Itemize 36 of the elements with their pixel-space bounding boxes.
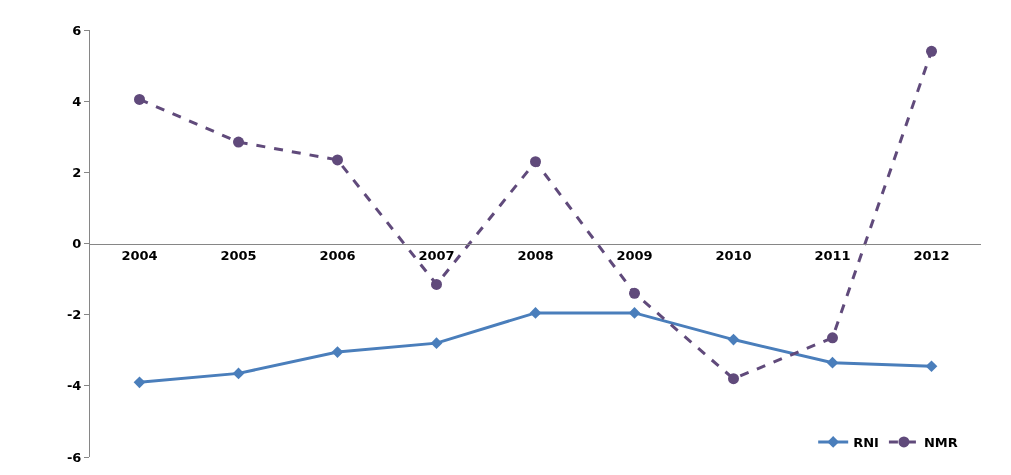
legend-label: RNI	[853, 435, 879, 451]
point	[134, 93, 145, 105]
point	[827, 332, 838, 344]
point	[233, 136, 244, 148]
point	[430, 337, 443, 349]
point	[530, 156, 541, 168]
legend-label: NMR	[923, 435, 958, 451]
y-tick-label: 2	[72, 164, 82, 180]
x-tick-label: 2012	[913, 248, 950, 264]
y-tick-label: 4	[72, 93, 82, 109]
point	[629, 287, 640, 299]
point	[728, 373, 739, 385]
x-tick-label: 2009	[616, 248, 653, 264]
point	[925, 360, 938, 373]
point	[727, 333, 740, 346]
y-tick-label: -2	[66, 307, 82, 323]
point	[332, 154, 343, 166]
x-tick-label: 2011	[814, 248, 851, 264]
point	[331, 346, 344, 358]
y-tick-label: -4	[66, 378, 82, 394]
point	[628, 307, 641, 319]
point	[926, 45, 937, 57]
point	[826, 356, 839, 369]
x-tick-label: 2005	[220, 248, 257, 264]
point	[232, 367, 245, 380]
x-tick-label: 2007	[418, 248, 455, 264]
point	[133, 376, 146, 389]
x-tick-label: 2010	[715, 248, 752, 264]
y-tick-label: -6	[66, 449, 82, 465]
x-tick-label: 2006	[319, 248, 356, 264]
y-tick-label: 6	[72, 22, 82, 38]
point	[431, 278, 442, 290]
x-tick-label: 2008	[517, 248, 554, 264]
point	[529, 307, 542, 319]
x-tick-label: 2004	[121, 248, 158, 264]
y-tick-label: 0	[72, 236, 82, 252]
